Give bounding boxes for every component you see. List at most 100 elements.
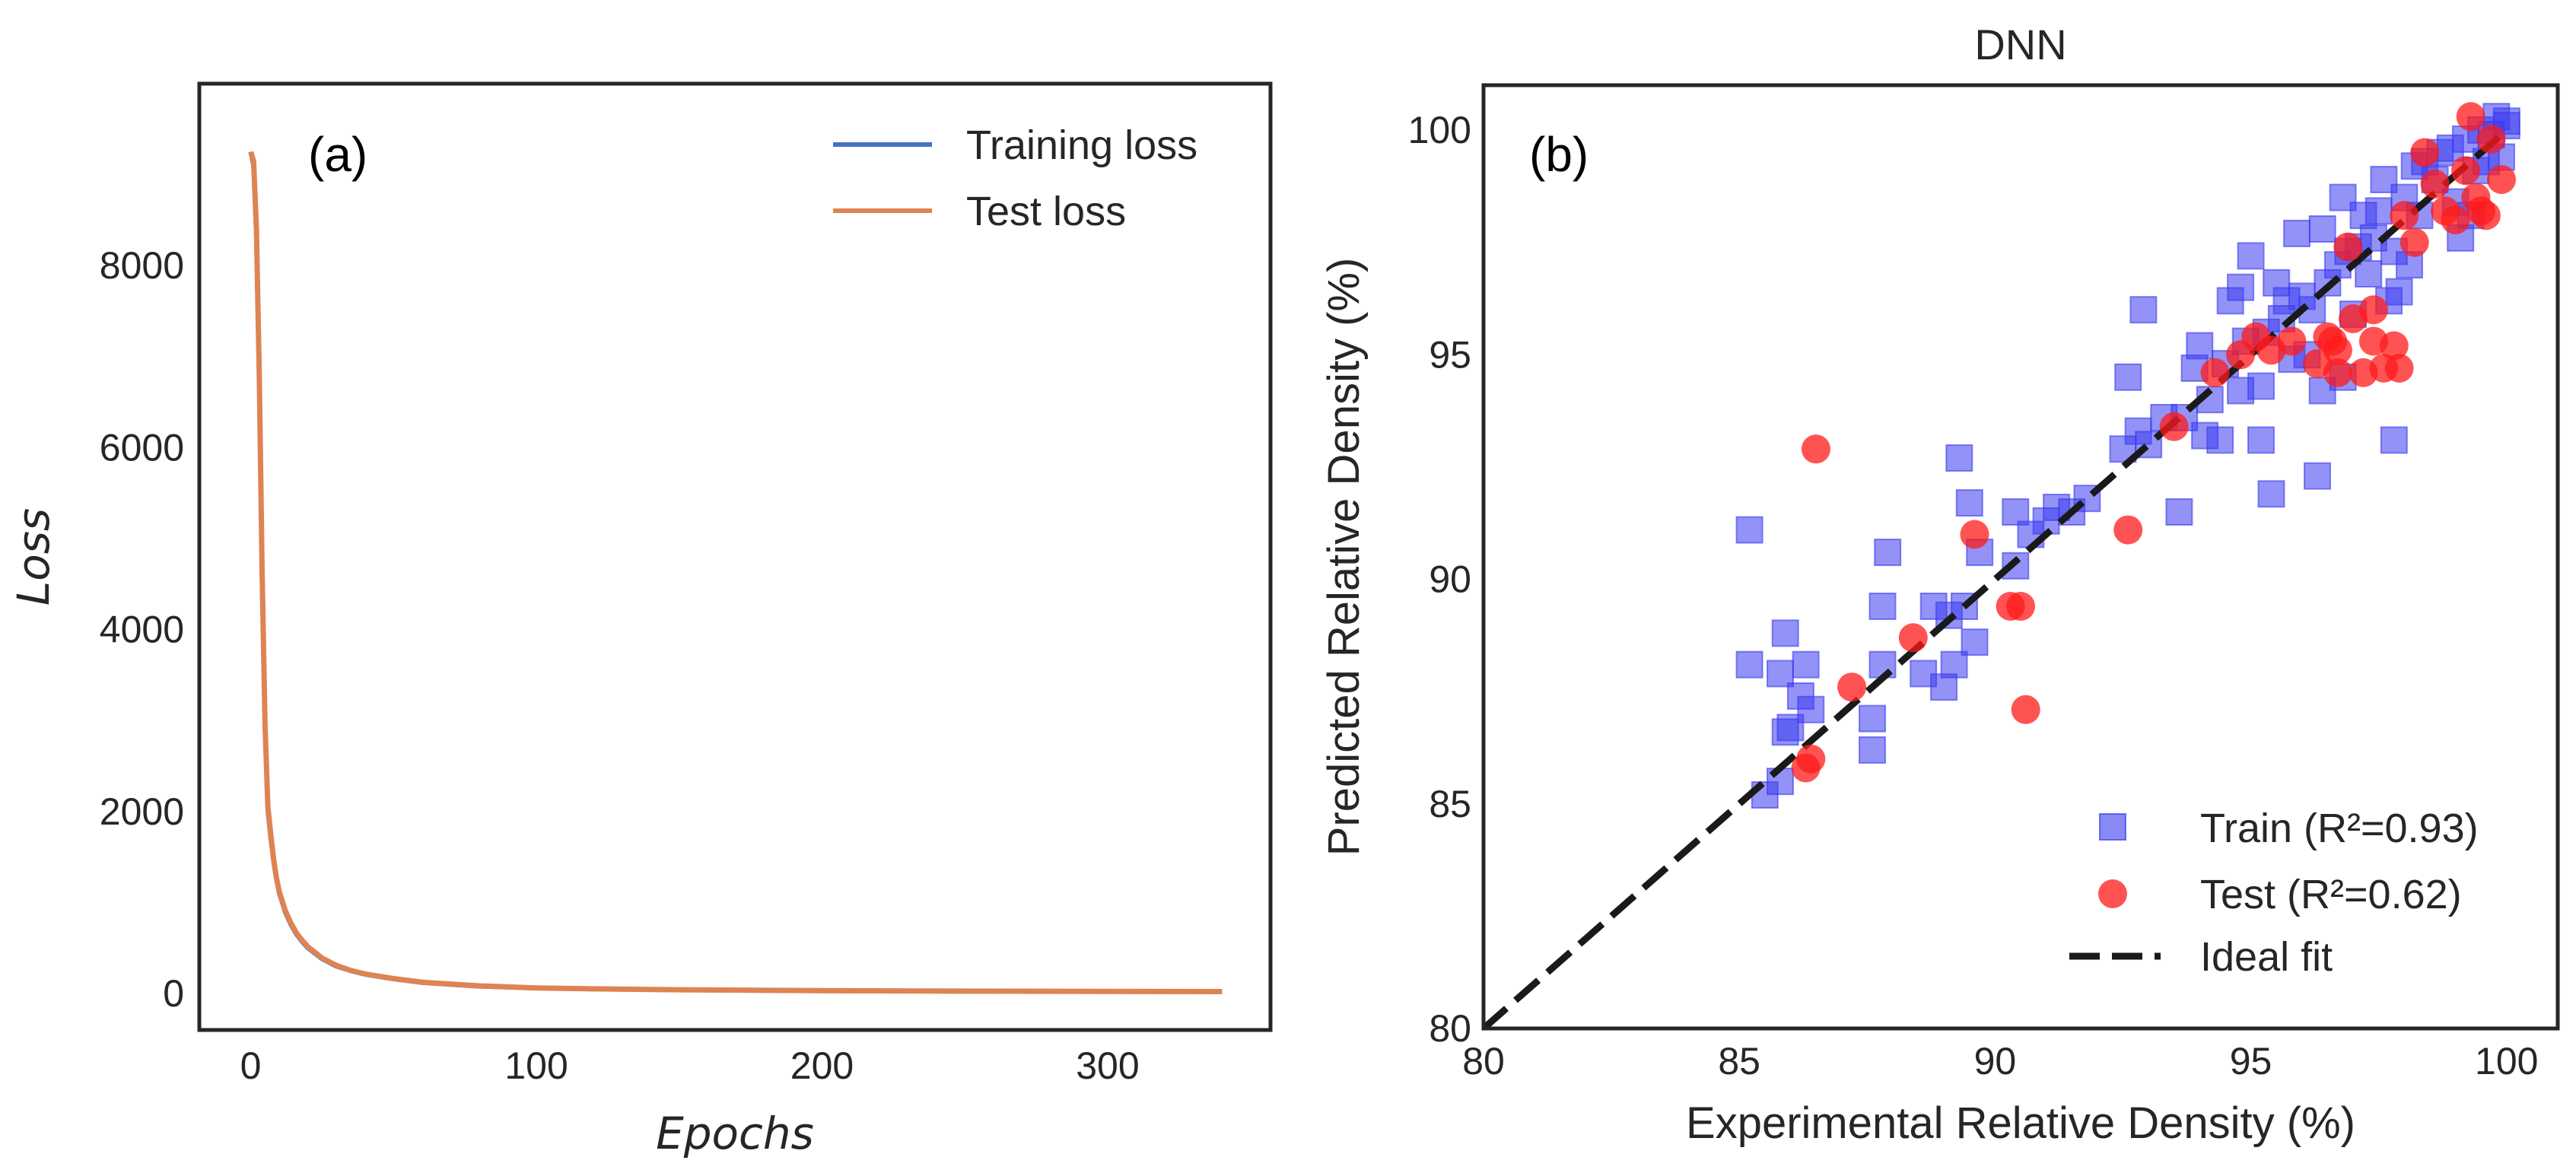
y-tick-label: 4000 <box>100 609 184 651</box>
legend-label-test: Test loss <box>966 189 1126 234</box>
legend-marker-train <box>2099 813 2126 841</box>
test-point <box>2113 515 2143 545</box>
train-point <box>1930 673 1958 701</box>
train-point <box>1735 516 1763 544</box>
test-point <box>2277 326 2307 356</box>
test-point <box>2410 138 2440 167</box>
test-point <box>2384 354 2414 383</box>
y-tick-label: 90 <box>1429 558 1471 601</box>
y-tick-label: 0 <box>163 972 184 1015</box>
test-point <box>2420 169 2450 199</box>
train-point <box>2283 219 2311 247</box>
train-point <box>1771 619 1799 647</box>
panel-label-a: (a) <box>308 127 367 182</box>
x-tick-label: 0 <box>240 1044 262 1087</box>
test-point <box>2323 358 2352 387</box>
test-point <box>2159 412 2189 441</box>
y-tick-label: 95 <box>1429 333 1471 376</box>
x-tick-label: 90 <box>1974 1040 2017 1082</box>
test-point <box>1802 434 1830 464</box>
train-point <box>2165 498 2193 526</box>
test-point <box>2358 295 2388 325</box>
train-point <box>2247 426 2275 454</box>
test-point <box>1837 672 1867 702</box>
train-point <box>2385 278 2413 306</box>
x-tick-label: 100 <box>2475 1040 2538 1082</box>
loss-y-axis-label: Loss <box>8 508 59 606</box>
test-point <box>2379 331 2409 361</box>
y-tick-label: 6000 <box>100 426 184 469</box>
test-point <box>2333 232 2363 262</box>
density-y-axis-label: Predicted Relative Density (%) <box>1319 258 1369 857</box>
y-tick-label: 8000 <box>100 244 184 287</box>
chart-title: DNN <box>1974 21 2066 68</box>
test-point <box>2323 335 2352 365</box>
test-point <box>1796 744 1826 774</box>
x-tick-label: 100 <box>504 1044 568 1087</box>
test-point <box>2390 201 2419 230</box>
train-point <box>1945 444 1973 472</box>
train-point <box>1868 593 1897 620</box>
train-point <box>2380 426 2408 454</box>
train-point <box>1955 489 1983 517</box>
train-point <box>1859 736 1886 764</box>
series-line-training-loss <box>248 151 1223 994</box>
test-point <box>2456 102 2485 132</box>
test-point <box>2006 592 2035 621</box>
density-x-axis-label: Experimental Relative Density (%) <box>1686 1098 2355 1148</box>
train-point <box>1792 650 1820 679</box>
loss-x-axis-label: Epochs <box>656 1108 814 1159</box>
loss-legend: Training loss Test loss <box>833 122 1197 234</box>
y-tick-label: 80 <box>1429 1007 1471 1050</box>
x-tick-label: 200 <box>790 1044 854 1087</box>
test-point <box>2476 124 2506 154</box>
train-point <box>1797 695 1825 723</box>
test-point <box>1960 520 1989 549</box>
train-point <box>1961 628 1989 656</box>
train-point <box>2247 372 2275 400</box>
x-tick-label: 80 <box>1462 1040 1505 1082</box>
legend-label-ideal-fit: Ideal fit <box>2200 934 2333 980</box>
legend-label-training: Training loss <box>966 122 1197 168</box>
train-point <box>2129 296 2158 324</box>
series-line-test-loss <box>248 151 1223 994</box>
train-point <box>2002 498 2030 526</box>
x-tick-label: 95 <box>2230 1040 2272 1082</box>
scatter-chart-frame <box>1481 83 2560 1031</box>
legend-label-train: Train (R²=0.93) <box>2200 806 2479 851</box>
train-point <box>2365 197 2393 225</box>
test-point <box>2471 201 2501 230</box>
y-tick-label: 85 <box>1429 783 1471 825</box>
scatter-legend: Train (R²=0.93) Test (R²=0.62) Ideal fit <box>2069 806 2479 980</box>
train-point <box>1735 650 1763 679</box>
train-point <box>1874 539 1902 567</box>
loss-chart-frame <box>197 81 1273 1032</box>
train-point <box>1940 650 1968 679</box>
train-point <box>2227 273 2255 301</box>
ideal-fit-line <box>1484 127 2509 1028</box>
x-tick-label: 300 <box>1076 1044 1139 1087</box>
test-point <box>1898 623 1928 653</box>
panel-label-b: (b) <box>1529 127 1589 182</box>
train-point <box>2355 260 2383 288</box>
legend-label-test-r2: Test (R²=0.62) <box>2200 872 2462 917</box>
train-point <box>2237 242 2265 270</box>
test-point <box>2200 358 2230 387</box>
train-point <box>2308 215 2336 243</box>
test-point <box>2441 205 2470 235</box>
train-point <box>1859 704 1886 733</box>
train-point <box>2257 480 2285 508</box>
test-point <box>2399 227 2429 257</box>
test-point <box>2011 695 2040 724</box>
train-point <box>2186 332 2214 360</box>
test-point <box>2451 156 2480 186</box>
scatter-chart: DNN 80 85 90 95 100 80 85 90 95 100 (b) Experime… <box>1319 21 2560 1148</box>
train-point <box>2114 363 2142 391</box>
y-tick-label: 2000 <box>100 790 184 833</box>
y-tick-label: 100 <box>1408 109 1471 151</box>
legend-marker-test <box>2098 879 2127 908</box>
train-point <box>2304 462 2331 490</box>
train-point <box>1767 660 1794 688</box>
